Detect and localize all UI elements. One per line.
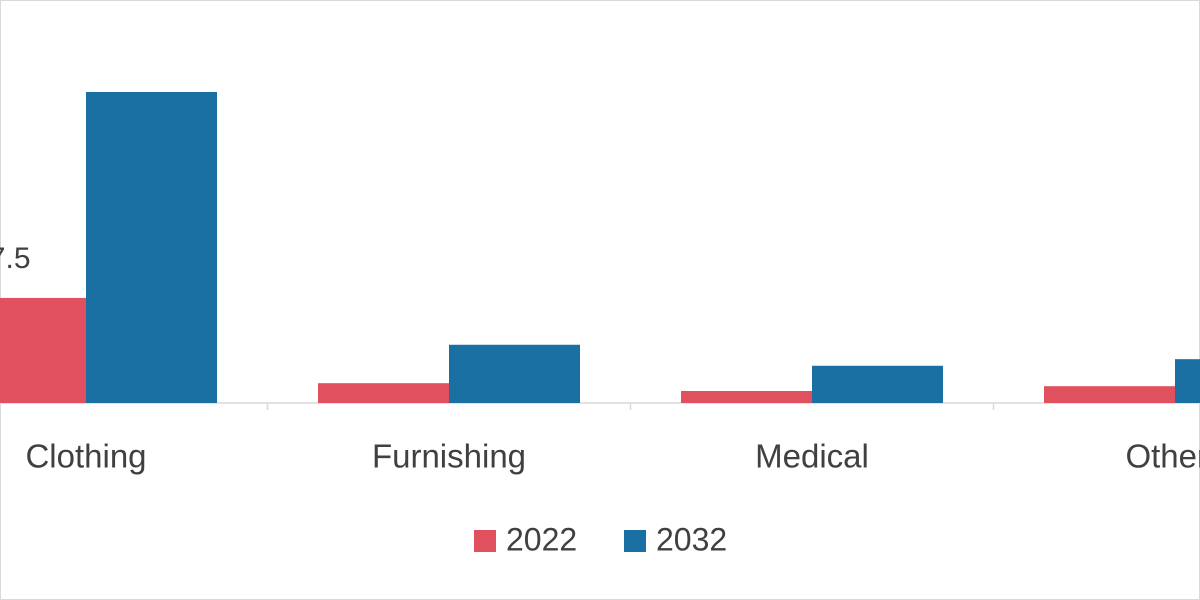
bar [681,390,812,403]
x-tick-label: Others [1125,438,1200,475]
legend-swatch [474,530,496,552]
legend-label: 2022 [506,521,577,557]
legend-label: 2032 [656,521,727,557]
data-label: 17.5 [0,242,31,275]
bar [86,92,217,403]
bar [1175,359,1200,403]
bar [449,344,580,403]
x-tick-label: Clothing [25,438,146,475]
legend-swatch [624,530,646,552]
bar [812,365,943,403]
bar [0,297,86,403]
x-tick-label: Furnishing [372,438,526,475]
x-tick-label: Medical [755,438,869,475]
bar [1044,386,1175,403]
bar [318,383,449,403]
